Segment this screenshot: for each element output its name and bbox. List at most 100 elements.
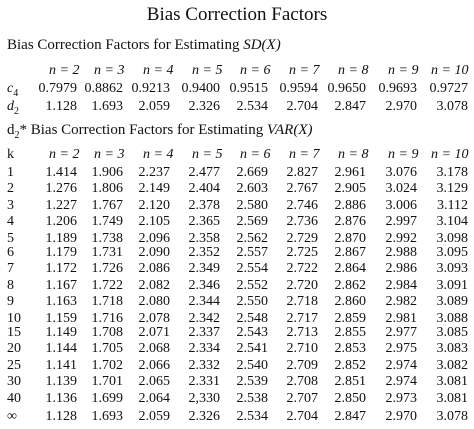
table-cell: 1.738 [91,230,124,246]
table-cell: 1.128 [45,409,78,424]
table-cell: 2.071 [138,325,171,340]
section-var-prefix: d [7,122,15,138]
table-cell: 1.149 [45,325,78,340]
table-cell: 2.736 [286,214,319,230]
d2-value: 2.326 [188,99,221,114]
table-cell: 2.992 [385,230,418,246]
section-sd-heading: Bias Correction Factors for Estimating S… [7,37,281,54]
c4-value: 0.9515 [229,81,269,96]
table-cell: 2.713 [286,325,319,340]
table-cell: 2.346 [188,277,221,293]
table-cell: 2.237 [138,165,171,180]
d2-value: 2.704 [286,99,319,114]
table-cell: 1.227 [45,197,78,213]
table-cell: 2.975 [385,341,418,357]
k-column-header: k [7,147,14,162]
table-cell: 2.876 [334,214,367,230]
table-cell: 2.860 [334,294,367,310]
table-cell: 1.139 [45,374,78,390]
table-cell: 1.189 [45,230,78,246]
d2-value: 1.128 [45,99,78,114]
c4-value: 0.9213 [131,81,171,96]
table-cell: 1.708 [91,325,124,340]
table-cell: 2.078 [138,310,171,326]
section-var-text: * Bias Correction Factors for Estimating [19,122,267,138]
section-sd-text: Bias Correction Factors for Estimating [7,37,244,53]
table-cell: 2.973 [385,390,418,406]
table-cell: 1.702 [91,357,124,373]
table-cell: 3.078 [436,409,469,424]
column-header: n = 2 [49,147,80,162]
column-header: n = 5 [192,63,223,78]
table-cell: 2.065 [138,374,171,390]
table-cell: 2.767 [286,181,319,197]
k-value: 7 [7,261,14,277]
c4-label: c4 [7,81,18,99]
k-column-header-row: k [0,147,474,163]
table-cell: 2.066 [138,357,171,373]
table-cell: 2.853 [334,341,367,357]
table-cell: 2.538 [236,390,269,406]
column-header: n = 10 [431,147,469,162]
table-cell: 3.081 [436,390,469,406]
k-value: 2 [7,181,14,197]
table-cell: 2.986 [385,261,418,277]
k-value: 10 [7,310,21,326]
table-cell: 2.827 [286,165,319,180]
table-cell: 1.172 [45,261,78,277]
table-cell: 3.098 [436,230,469,246]
table-cell: 2.974 [385,357,418,373]
table-row: 9 1.163 1.718 2.080 2.344 2.550 2.718 2.860 2.98… [0,294,474,310]
column-header: n = 9 [388,63,419,78]
section-var-heading: d2* Bias Correction Factors for Estimati… [7,122,313,141]
table-row: 30 1.139 1.701 2.065 2.331 2.539 2.708 2.851 2.9… [0,374,474,390]
column-header: n = 2 [49,63,80,78]
table-cell: 1.167 [45,277,78,293]
table-cell: 1.906 [91,165,124,180]
table-cell: 3.112 [437,197,468,213]
table-cell: 2.096 [138,230,171,246]
table-row: 25 1.141 1.702 2.066 2.332 2.540 2.709 2.852 2.9… [0,358,474,374]
table-cell: 3.006 [385,197,418,213]
k-value: 25 [7,357,21,373]
table-cell: 2.988 [385,245,418,260]
table-cell: 2.851 [334,374,367,390]
table-cell: 2.120 [138,197,171,213]
table-cell: 2.080 [138,294,171,310]
column-header: n = 6 [240,147,271,162]
header-row-sd: n = 2 n = 3 n = 4 n = 5 n = 6 n = 7 n = 8 n = 9… [0,63,474,79]
table-cell: 1.276 [45,181,78,197]
d2-value: 2.059 [138,99,171,114]
table-row: 15 1.149 1.708 2.071 2.337 2.543 2.713 2.855 2.9… [0,325,474,341]
table-cell: 2.539 [236,374,269,390]
table-cell: 1.705 [91,341,124,357]
table-cell: 2.541 [236,341,269,357]
table-cell: 2.710 [286,341,319,357]
table-row: 7 1.172 1.726 2.086 2.349 2.554 2.722 2.864 2.98… [0,261,474,277]
table-row: 8 1.167 1.722 2.082 2.346 2.552 2.720 2.862 2.98… [0,278,474,294]
table-cell: 2.852 [334,357,367,373]
table-cell: 1.701 [91,374,124,390]
c4-value: 0.9727 [429,81,469,96]
table-cell: 2.365 [188,214,221,230]
k-value: 3 [7,197,14,213]
table-cell: 2.981 [385,310,418,326]
table-cell: 2.331 [188,374,221,390]
table-cell: 2.982 [385,294,418,310]
table-cell: 2.082 [138,277,171,293]
d2-value: 2.534 [236,99,269,114]
table-cell: 2.358 [188,230,221,246]
table-cell: 2.352 [188,245,221,260]
k-value: 15 [7,325,21,340]
table-row: 5 1.189 1.738 2.096 2.358 2.562 2.729 2.870 2.99… [0,231,474,247]
c4-value: 0.9693 [378,81,418,96]
d2-label: d2 [7,99,19,117]
table-row: 20 1.144 1.705 2.068 2.334 2.541 2.710 2.853 2.9… [0,341,474,357]
table-row: 4 1.206 1.749 2.105 2.365 2.569 2.736 2.876 2.99… [0,214,474,230]
k-value: 1 [7,165,14,180]
table-cell: 2.378 [188,197,221,213]
table-cell: 3.089 [436,294,469,310]
table-cell: 1.159 [45,310,78,326]
table-cell: 3.088 [436,310,469,326]
table-cell: 3.085 [436,325,469,340]
